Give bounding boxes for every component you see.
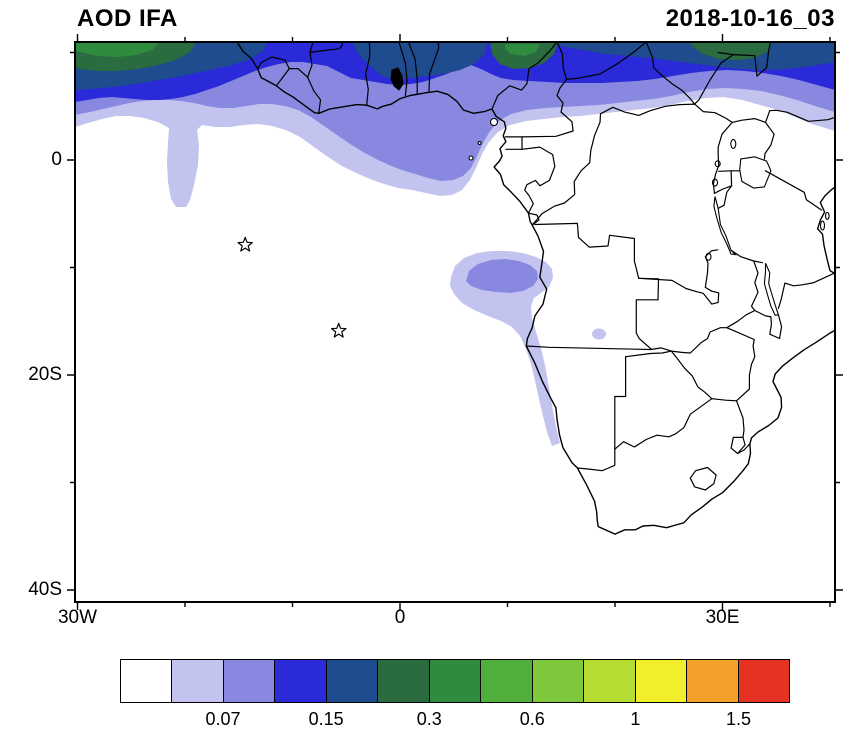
colorbar-tick-label: 0.6: [519, 709, 545, 729]
lake-volta: [390, 67, 404, 91]
colorbar-tick-label: 1.5: [725, 709, 751, 729]
axis-ticks: [67, 34, 843, 610]
africa-map: [67, 34, 843, 610]
colorbar-cell: [222, 659, 276, 703]
colorbar-tick-label: 0.07: [205, 709, 241, 729]
y-tick-label-0: 0: [51, 149, 62, 170]
colorbar-labels: 0.07 0.15 0.3 0.6 1 1.5: [120, 709, 790, 733]
station-markers: [237, 236, 347, 338]
colorbar-cell: [737, 659, 791, 703]
colorbar-cell: [325, 659, 379, 703]
x-tick-label-0: 0: [394, 607, 406, 628]
colorbar-cell: [171, 659, 224, 703]
colorbar: [120, 659, 791, 703]
principe-island: [477, 140, 482, 146]
aod-shading: [75, 42, 835, 446]
station-star-icon: [331, 322, 347, 338]
colorbar-cell: [428, 659, 482, 703]
x-tick-label-30w: 30W: [57, 607, 98, 628]
colorbar-cell: [531, 659, 585, 703]
map-frame: [74, 41, 836, 603]
colorbar-cell: [377, 659, 430, 703]
country-borders: [257, 42, 835, 491]
sao-tome-island: [468, 155, 474, 161]
colorbar-tick-label: 0.15: [308, 709, 344, 729]
lake-albert: [730, 138, 737, 149]
colorbar-cell: [686, 659, 739, 703]
colorbar-cell: [274, 659, 327, 703]
lake-victoria: [739, 156, 772, 189]
colorbar-tick-label: 1: [630, 709, 641, 729]
y-tick-label-20s: 20S: [28, 364, 62, 385]
colorbar-tick-label: 0.3: [416, 709, 442, 729]
lake-malawi: [763, 262, 780, 316]
plot-title: AOD IFA: [77, 5, 178, 32]
plot-timestamp: 2018-10-16_03: [665, 5, 835, 32]
y-tick-label-40s: 40S: [28, 579, 62, 600]
lake-edward: [714, 160, 721, 168]
colorbar-cell: [634, 659, 688, 703]
lake-tanganyika: [713, 196, 737, 256]
lakes: [390, 67, 780, 316]
coastline: [236, 42, 835, 535]
colorbar-cell: [120, 659, 173, 703]
colorbar-cell: [583, 659, 636, 703]
bioko-island: [489, 117, 499, 127]
station-star-icon: [237, 236, 253, 252]
colorbar-cell: [480, 659, 533, 703]
x-tick-label-30e: 30E: [705, 607, 740, 628]
pemba-island: [824, 211, 830, 220]
zanzibar-island: [819, 220, 826, 231]
